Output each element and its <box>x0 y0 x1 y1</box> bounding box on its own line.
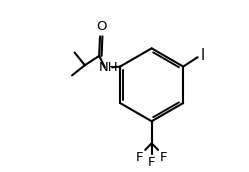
Text: NH: NH <box>99 61 118 74</box>
Text: O: O <box>96 20 107 33</box>
Text: I: I <box>201 48 205 63</box>
Text: F: F <box>148 156 155 169</box>
Text: F: F <box>160 151 168 164</box>
Text: F: F <box>136 151 143 164</box>
